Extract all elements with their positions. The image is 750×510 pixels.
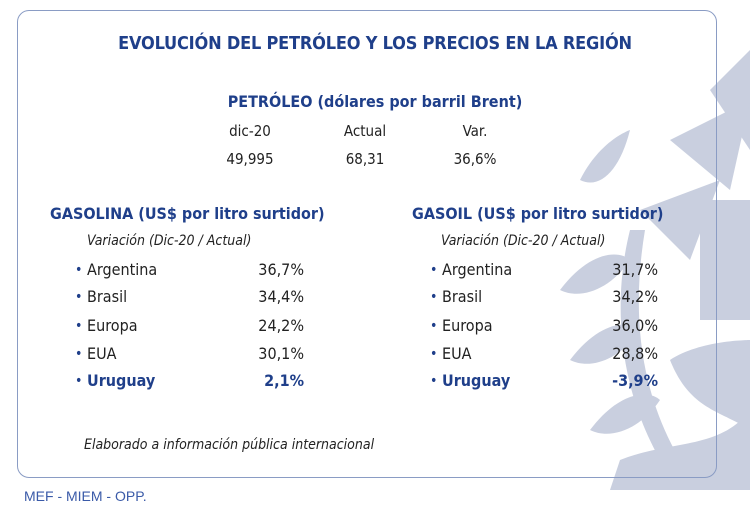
bullet-icon: • (75, 318, 83, 334)
page-title: EVOLUCIÓN DEL PETRÓLEO Y LOS PRECIOS EN … (118, 33, 632, 54)
gasolina-country-value: 24,2% (258, 316, 304, 335)
gasolina-heading: GASOLINA (US$ por litro surtidor) (50, 204, 325, 223)
petroleo-header-var: Var. (462, 122, 488, 140)
petroleo-value-actual: 68,31 (345, 150, 385, 168)
footer-credit: MEF - MIEM - OPP. (24, 488, 147, 504)
gasolina-country-label: Brasil (87, 287, 128, 306)
gasolina-country-label: Argentina (87, 260, 158, 279)
petroleo-value-var: 36,6% (453, 150, 497, 168)
gasoil-country-value: -3,9% (612, 371, 658, 390)
bullet-icon: • (430, 346, 438, 362)
gasoil-heading: GASOIL (US$ por litro surtidor) (412, 204, 664, 223)
bullet-icon: • (430, 289, 438, 305)
gasolina-country-value: 36,7% (258, 260, 304, 279)
gasoil-country-value: 36,0% (612, 316, 658, 335)
petroleo-value-dic20: 49,995 (226, 150, 274, 168)
bullet-icon: • (75, 289, 83, 305)
gasolina-country-value: 30,1% (258, 344, 304, 363)
petroleo-heading: PETRÓLEO (dólares por barril Brent) (227, 92, 523, 111)
bullet-icon: • (430, 262, 438, 278)
gasoil-country-label: Europa (442, 316, 493, 335)
gasolina-subheading: Variación (Dic-20 / Actual) (87, 233, 252, 249)
bullet-icon: • (75, 373, 83, 389)
gasoil-country-label: Uruguay (442, 371, 511, 390)
gasolina-country-value: 34,4% (258, 287, 304, 306)
gasoil-country-value: 31,7% (612, 260, 658, 279)
gasoil-subheading: Variación (Dic-20 / Actual) (441, 233, 606, 249)
gasoil-country-value: 34,2% (612, 287, 658, 306)
bullet-icon: • (430, 373, 438, 389)
source-note: Elaborado a información pública internac… (84, 437, 375, 453)
bullet-icon: • (75, 346, 83, 362)
gasolina-country-label: EUA (87, 344, 117, 363)
gasoil-country-label: Brasil (442, 287, 483, 306)
gasoil-country-label: Argentina (442, 260, 513, 279)
gasolina-country-value: 2,1% (264, 371, 304, 390)
gasoil-country-value: 28,8% (612, 344, 658, 363)
gasolina-country-label: Uruguay (87, 371, 156, 390)
petroleo-header-actual: Actual (343, 122, 387, 140)
gasolina-country-label: Europa (87, 316, 138, 335)
bullet-icon: • (75, 262, 83, 278)
gasoil-country-label: EUA (442, 344, 472, 363)
info-card (17, 10, 717, 478)
bullet-icon: • (430, 318, 438, 334)
petroleo-header-dic20: dic-20 (229, 122, 271, 140)
